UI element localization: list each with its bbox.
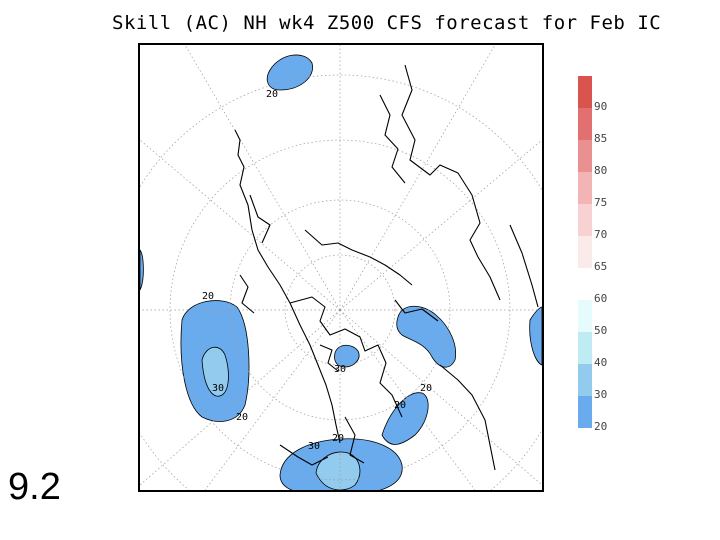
colorbar-swatch — [578, 396, 592, 428]
contour-labels: 20 20 30 20 30 20 20 20 30 — [202, 89, 432, 452]
contour-label: 20 — [394, 400, 406, 411]
coastlines — [234, 64, 539, 471]
skill-region-africa — [381, 392, 429, 445]
contour-label: 20 — [236, 412, 248, 423]
contour-label: 20 — [202, 291, 214, 302]
colorbar-label: 75 — [594, 196, 608, 209]
chart-title: Skill (AC) NH wk4 Z500 CFS forecast for … — [112, 12, 662, 34]
colorbar-swatch — [578, 364, 592, 396]
colorbar-label: 50 — [594, 324, 608, 337]
colorbar-label: 85 — [594, 132, 608, 145]
colorbar-label: 20 — [594, 420, 608, 433]
polar-map: 20 20 30 20 30 20 20 20 30 — [140, 45, 542, 490]
colorbar-label: 60 — [594, 292, 608, 305]
colorbar-swatch — [578, 300, 592, 332]
contour-label: 30 — [212, 383, 224, 394]
contour-label: 30 — [308, 441, 320, 452]
colorbar-swatch — [578, 76, 592, 108]
colorbar-label: 70 — [594, 228, 608, 241]
colorbar — [578, 76, 592, 428]
colorbar-swatch — [578, 172, 592, 204]
skill-region-west-edge — [140, 249, 144, 291]
skill-region-east-edge — [529, 306, 542, 366]
skill-region-center — [334, 344, 360, 368]
colorbar-swatch — [578, 108, 592, 140]
colorbar-label: 80 — [594, 164, 608, 177]
skill-region-west-inner — [201, 346, 229, 397]
colorbar-label: 90 — [594, 100, 608, 113]
colorbar-label: 30 — [594, 388, 608, 401]
colorbar-swatch — [578, 332, 592, 364]
graticule — [140, 45, 542, 490]
contour-label: 30 — [334, 364, 346, 375]
colorbar-label: 65 — [594, 260, 608, 273]
skill-region-bottom-inner — [315, 451, 361, 490]
map-panel: 20 20 30 20 30 20 20 20 30 — [138, 43, 544, 492]
skill-region-europe — [396, 305, 457, 368]
contour-label: 20 — [266, 89, 278, 100]
colorbar-swatch — [578, 204, 592, 236]
contour-label: 20 — [332, 433, 344, 444]
skill-region-pacific-top — [266, 54, 313, 91]
colorbar-swatch — [578, 236, 592, 268]
colorbar-swatch — [578, 268, 592, 300]
colorbar-label: 40 — [594, 356, 608, 369]
slide-number: 9.2 — [8, 466, 61, 508]
contour-label: 20 — [420, 383, 432, 394]
colorbar-swatch — [578, 140, 592, 172]
